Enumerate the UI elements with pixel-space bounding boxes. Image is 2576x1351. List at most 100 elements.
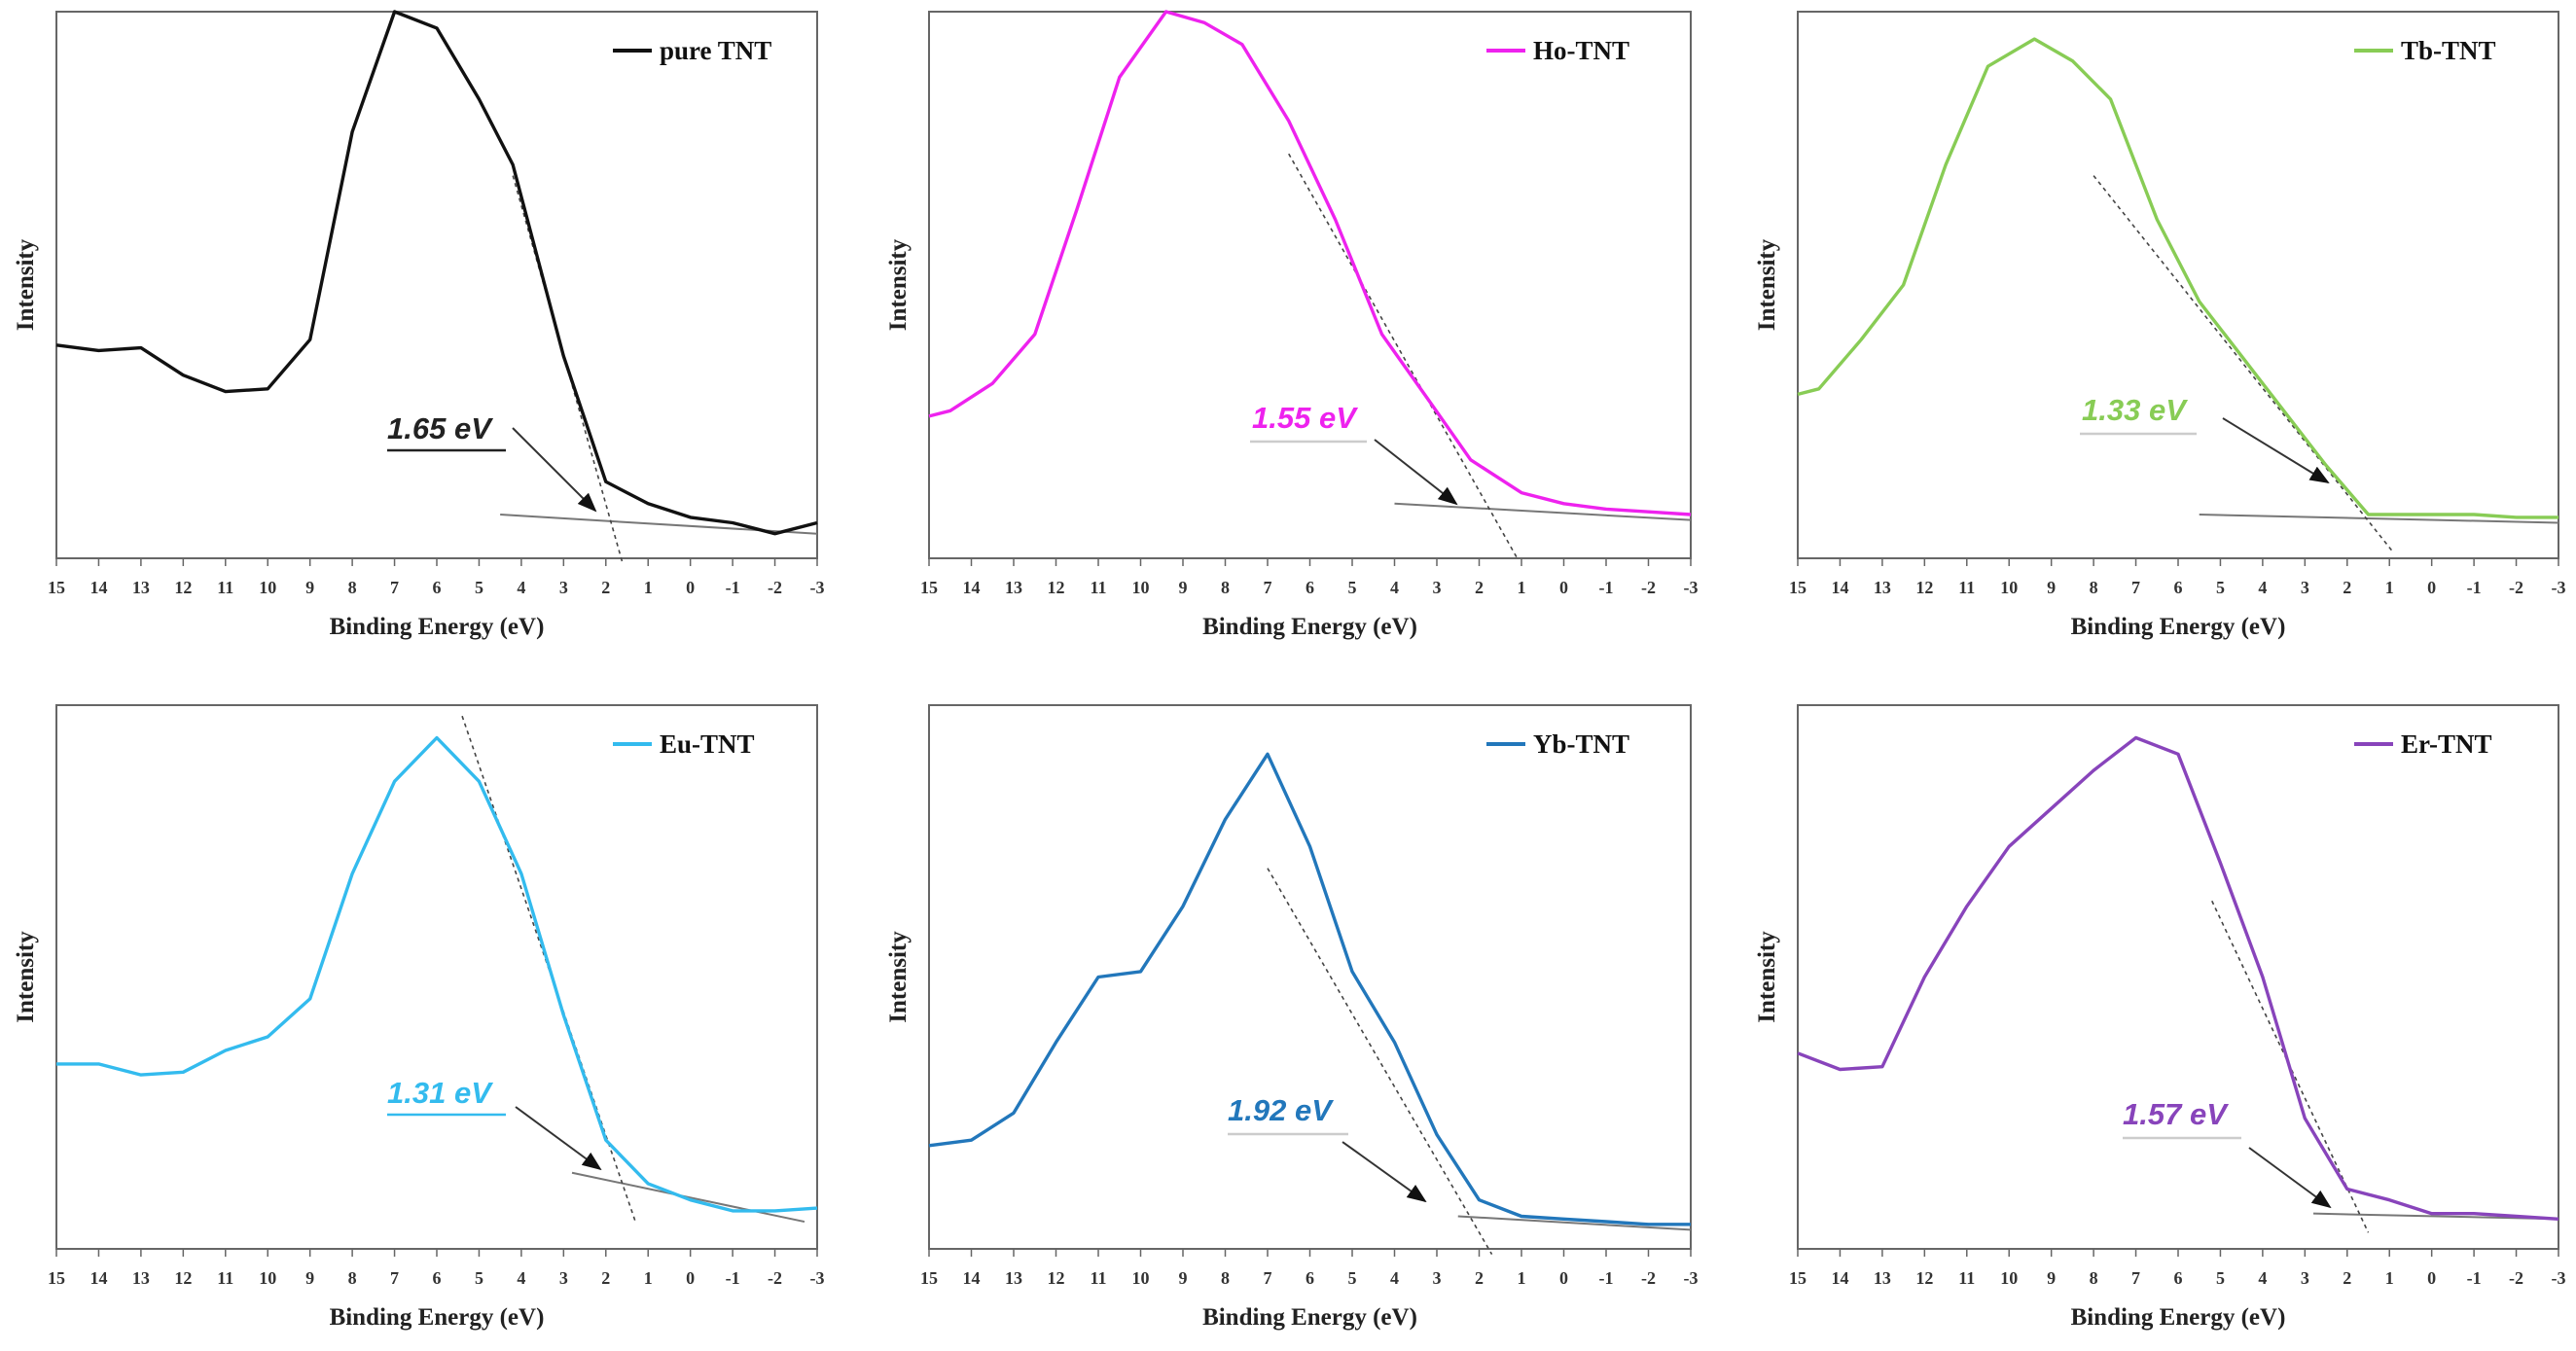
x-tick-label: 14 [1831,1268,1848,1288]
tangent-line [512,175,624,564]
x-axis-title: Binding Energy (eV) [1202,1304,1417,1331]
band-gap-arrow [515,1106,602,1171]
x-tick-label: 5 [2216,578,2225,597]
baseline-line [2199,514,2559,524]
tangent-line [1267,868,1493,1255]
x-tick-label: 9 [1179,578,1188,597]
x-tick-label: 4 [2258,1268,2267,1288]
x-tick-label: 1 [1518,578,1526,597]
x-tick-label: 2 [2343,1268,2351,1288]
plot-frame [1797,704,2559,1250]
x-tick-label: 2 [2343,578,2351,597]
x-tick-label: 14 [1831,578,1848,597]
x-tick-label: 0 [1559,578,1568,597]
legend-label: Eu-TNT [660,729,755,759]
x-tick-label: 0 [2427,578,2436,597]
band-gap-arrow [1374,439,1458,506]
x-tick-label: 6 [2174,578,2183,597]
baseline-line [1394,502,1692,521]
x-tick-label: 12 [1048,578,1065,597]
x-tick-label: -1 [1599,1268,1614,1288]
x-tick-label: 5 [475,578,483,597]
x-tick-label: 6 [2174,1268,2183,1288]
legend-label: pure TNT [660,36,771,65]
x-tick-label: 11 [1958,1268,1975,1288]
x-tick-label: 15 [1789,578,1807,597]
x-tick-label: 11 [217,578,233,597]
x-tick-label: -3 [2552,1268,2566,1288]
x-tick-label: 4 [1390,1268,1399,1288]
band-gap-label: 1.92 eV [1228,1093,1334,1127]
band-gap-arrow [1342,1141,1427,1203]
x-tick-label: 2 [1475,1268,1484,1288]
x-tick-label: 0 [2427,1268,2436,1288]
series-line [56,735,818,1213]
x-tick-label: 5 [1348,1268,1357,1288]
x-tick-label: 12 [1048,1268,1065,1288]
x-tick-label: 7 [2131,1268,2140,1288]
x-tick-label: 13 [132,1268,150,1288]
x-tick-label: 13 [1874,1268,1891,1288]
x-tick-label: -2 [2509,1268,2523,1288]
series-line [928,10,1692,516]
x-tick-label: 10 [259,578,276,597]
x-tick-label: 10 [1132,1268,1150,1288]
x-tick-label: 14 [963,578,981,597]
plot-frame [55,704,818,1250]
x-axis-title: Binding Energy (eV) [2071,1304,2286,1331]
x-tick-label: 1 [644,1268,653,1288]
x-tick-label: 7 [1264,578,1272,597]
x-tick-label: 8 [2090,578,2098,597]
legend-label: Er-TNT [2401,729,2492,759]
x-tick-label: 11 [217,1268,233,1288]
series-line [1797,735,2559,1221]
x-tick-label: 0 [1559,1268,1568,1288]
x-tick-label: 2 [601,1268,610,1288]
plot-frame [928,11,1692,559]
x-tick-label: 15 [48,578,65,597]
x-tick-label: 1 [1518,1268,1526,1288]
x-tick-label: 7 [390,578,399,597]
x-axis-title: Binding Energy (eV) [1202,614,1417,640]
x-tick-label: -3 [810,1268,825,1288]
x-tick-label: 10 [2000,578,2018,597]
x-tick-label: 3 [1433,578,1442,597]
x-tick-label: 3 [2301,578,2309,597]
x-tick-label: -1 [2467,1268,2482,1288]
x-tick-label: 3 [1433,1268,1442,1288]
x-tick-label: 12 [174,578,192,597]
x-tick-label: 2 [1475,578,1484,597]
x-tick-label: 1 [2385,578,2394,597]
x-tick-label: 9 [2047,578,2056,597]
x-tick-label: 13 [132,578,150,597]
x-tick-label: 6 [433,1268,442,1288]
series-line [928,752,1691,1227]
tangent-line [1288,153,1519,559]
x-axis-title: Binding Energy (eV) [330,1304,545,1331]
x-tick-label: 13 [1005,1268,1022,1288]
x-tick-label: 12 [1915,1268,1933,1288]
band-gap-label: 1.65 eV [387,411,493,445]
band-gap-label: 1.55 eV [1252,401,1358,435]
x-tick-label: 7 [1264,1268,1272,1288]
x-tick-label: 12 [174,1268,192,1288]
x-tick-label: 5 [475,1268,483,1288]
x-tick-label: 6 [433,578,442,597]
x-tick-label: 1 [644,578,653,597]
x-tick-label: 4 [1390,578,1399,597]
x-tick-label: 1 [2385,1268,2394,1288]
x-tick-label: 8 [1221,578,1230,597]
x-tick-label: -3 [2552,578,2566,597]
x-tick-label: -3 [1684,578,1699,597]
x-tick-label: 12 [1915,578,1933,597]
baseline-line [1457,1215,1692,1231]
y-axis-title: Intensity [885,931,912,1023]
baseline-line [2313,1212,2559,1221]
x-tick-label: 7 [2131,578,2140,597]
x-tick-label: 5 [1348,578,1357,597]
x-tick-label: 11 [1090,1268,1106,1288]
